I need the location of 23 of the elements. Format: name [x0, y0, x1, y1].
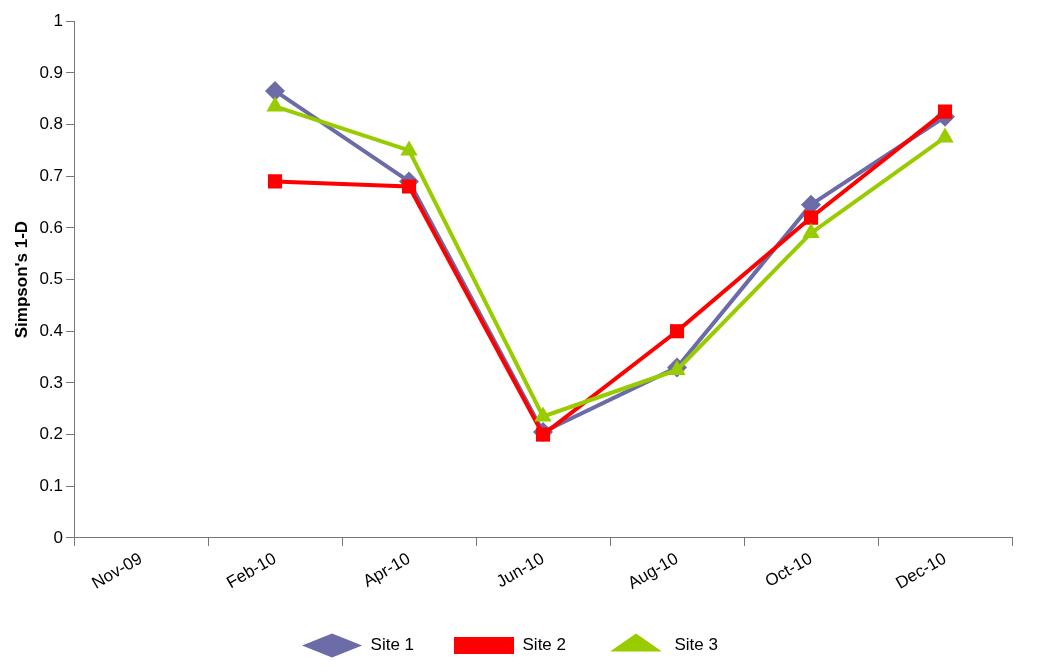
point	[267, 174, 283, 189]
y-tick-label: 0.3	[39, 372, 64, 392]
y-tick-label: 0.4	[39, 320, 64, 340]
y-tick-label: 0.9	[39, 62, 64, 82]
point	[265, 80, 286, 101]
point	[802, 223, 820, 239]
point	[937, 104, 953, 119]
y-tick-label: 0.1	[39, 475, 64, 495]
y-tick-label: 0	[53, 527, 64, 547]
y-tick-label: 0.5	[39, 269, 64, 289]
point	[535, 427, 551, 442]
y-tick-label: 0.6	[39, 217, 64, 237]
point	[401, 179, 417, 194]
point	[803, 210, 819, 225]
y-axis-title: Simpson's 1-D	[11, 220, 31, 339]
y-tick-label: 0.2	[39, 424, 64, 444]
legend-label: Site 1	[370, 635, 415, 655]
y-tick-label: 1	[53, 10, 64, 30]
legend-label: Site 3	[674, 635, 718, 655]
y-tick-label: 0.7	[39, 165, 64, 185]
y-tick-label: 0.8	[39, 114, 64, 134]
legend-label: Site 2	[522, 635, 566, 655]
point	[669, 324, 685, 339]
